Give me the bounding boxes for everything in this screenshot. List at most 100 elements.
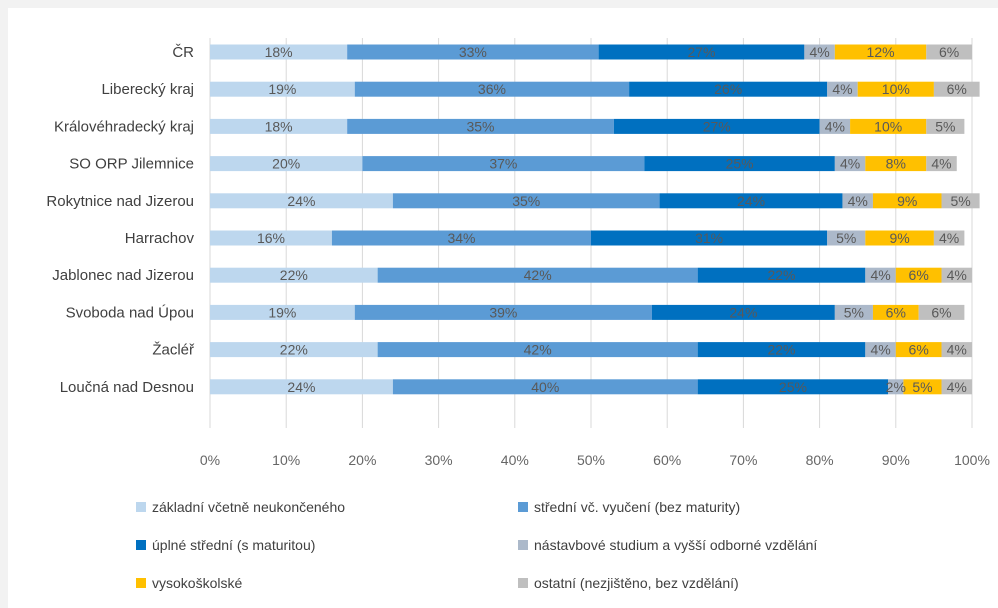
bar-segment (331, 230, 591, 246)
bar-segment (629, 81, 828, 97)
data-label: 35% (466, 118, 494, 134)
data-label: 31% (695, 230, 723, 246)
bar-segment (392, 193, 660, 209)
data-label: 9% (897, 193, 917, 209)
bar-segment (888, 379, 904, 395)
bars (210, 44, 980, 395)
legend-swatch (136, 578, 146, 588)
bar-segment (354, 304, 652, 320)
category-label: Harrachov (125, 230, 195, 247)
bar-segment (857, 81, 934, 97)
bar-segment (865, 230, 934, 246)
x-tick-label: 30% (425, 452, 453, 468)
bar-segment (347, 44, 599, 60)
bar-segment (872, 193, 942, 209)
data-label: 10% (882, 81, 910, 97)
bar-segment (591, 230, 828, 246)
data-label: 9% (889, 230, 909, 246)
x-tick-label: 60% (653, 452, 681, 468)
chart-panel: 18% 33% 27% 4% 12% 6% 19% 36% 26% 4% 10% 6% 18% 35% 27… (8, 8, 998, 608)
bar-segment (850, 118, 927, 134)
bar-segment (926, 156, 957, 172)
bar-segment (210, 304, 355, 320)
bar-segment (941, 267, 972, 283)
bar-segment (926, 118, 965, 134)
data-label: 6% (909, 267, 929, 283)
legend-label: základní včetně neukončeného (152, 499, 345, 515)
data-label: 24% (287, 379, 315, 395)
data-label: 33% (459, 44, 487, 60)
x-tick-label: 70% (729, 452, 757, 468)
data-label: 16% (257, 230, 285, 246)
legend-swatch (518, 502, 528, 512)
data-label: 4% (832, 81, 852, 97)
data-label: 4% (870, 342, 890, 358)
data-label: 4% (825, 118, 845, 134)
category-label: SO ORP Jilemnice (69, 156, 194, 173)
data-label: 2% (886, 379, 906, 395)
data-label: 6% (939, 44, 959, 60)
data-label: 6% (886, 304, 906, 320)
bar-segment (210, 81, 355, 97)
bar-segment (377, 267, 698, 283)
bar-segment (392, 379, 698, 395)
data-label: 27% (687, 44, 715, 60)
data-label: 36% (478, 81, 506, 97)
bar-segment (933, 230, 965, 246)
data-label: 5% (950, 193, 970, 209)
data-label: 22% (767, 342, 795, 358)
x-tick-label: 10% (272, 452, 300, 468)
bar-segment (210, 342, 378, 358)
data-label: 5% (836, 230, 856, 246)
bar-segment (697, 379, 889, 395)
legend-swatch (136, 540, 146, 550)
bar-segment (659, 193, 843, 209)
legend-label: střední vč. vyučení (bez maturity) (534, 499, 740, 515)
bar-segment (362, 156, 645, 172)
data-label: 8% (886, 156, 906, 172)
data-label: 27% (703, 118, 731, 134)
bar-segment (644, 156, 835, 172)
bar-segment (613, 118, 820, 134)
x-tick-label: 20% (348, 452, 376, 468)
data-label: 22% (280, 267, 308, 283)
category-label: Královéhradecký kraj (54, 118, 194, 135)
bar-segment (895, 342, 942, 358)
bar-segment (697, 267, 866, 283)
category-labels: ČR Liberecký kraj Královéhradecký kraj SO O… (46, 44, 195, 396)
bar-segment (895, 267, 942, 283)
category-label: Loučná nad Desnou (60, 379, 194, 396)
data-labels: 18% 33% 27% 4% 12% 6% 19% 36% 26% 4% 10% 6% 18% 35% 27… (257, 44, 971, 395)
data-label: 20% (272, 156, 300, 172)
x-tick-label: 90% (882, 452, 910, 468)
data-label: 40% (531, 379, 559, 395)
data-label: 34% (447, 230, 475, 246)
bar-segment (210, 44, 348, 60)
x-tick-label: 80% (806, 452, 834, 468)
data-label: 5% (935, 118, 955, 134)
data-label: 26% (714, 81, 742, 97)
bar-segment (834, 156, 866, 172)
data-label: 24% (287, 193, 315, 209)
bar-segment (827, 81, 858, 97)
data-label: 24% (737, 193, 765, 209)
bar-segment (210, 267, 378, 283)
data-label: 5% (912, 379, 932, 395)
bar-segment (598, 44, 805, 60)
bar-segment (377, 342, 698, 358)
data-label: 25% (726, 156, 754, 172)
bar-segment (210, 156, 363, 172)
data-label: 6% (909, 342, 929, 358)
bar-segment (941, 342, 972, 358)
data-label: 4% (870, 267, 890, 283)
data-label: 37% (489, 156, 517, 172)
x-tick-label: 0% (200, 452, 220, 468)
legend-label: vysokoškolské (152, 575, 242, 591)
data-label: 4% (809, 44, 829, 60)
legend-label: úplné střední (s maturitou) (152, 537, 315, 553)
data-label: 5% (844, 304, 864, 320)
bar-segment (933, 81, 980, 97)
bar-segment (842, 193, 873, 209)
data-label: 6% (931, 304, 951, 320)
data-label: 4% (939, 230, 959, 246)
